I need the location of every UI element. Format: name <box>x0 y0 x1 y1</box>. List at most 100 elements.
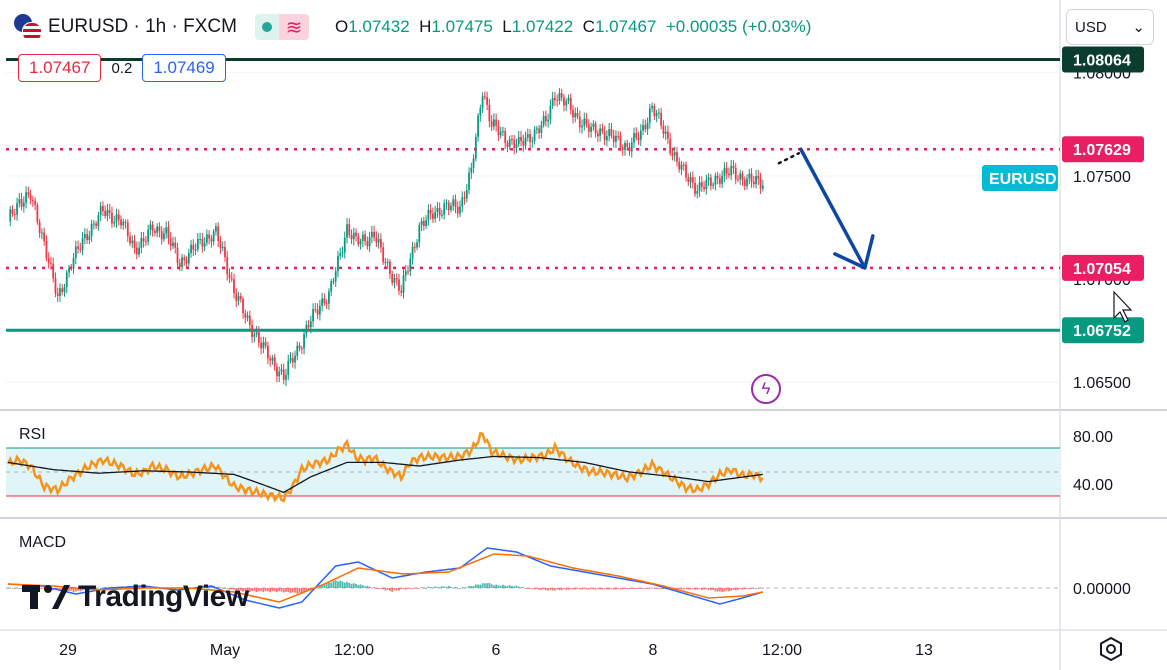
candle-body <box>565 100 568 106</box>
macd-histogram-bar <box>382 588 385 590</box>
macd-histogram-bar <box>438 587 441 589</box>
macd-histogram-bar <box>255 588 258 592</box>
candle-body <box>273 357 276 367</box>
candle-body <box>201 238 204 247</box>
data-updates-icon[interactable]: ≋ <box>278 14 309 40</box>
currency-select[interactable]: USD ⌄ <box>1066 9 1154 45</box>
candle-body <box>208 234 211 239</box>
buy-button[interactable]: 1.07469 <box>142 54 226 82</box>
macd-histogram-bar <box>332 580 335 588</box>
macd-histogram-bar <box>251 588 253 592</box>
macd-histogram-bar <box>228 588 231 590</box>
macd-histogram-bar <box>357 584 360 588</box>
macd-histogram-bar <box>246 588 249 592</box>
macd-histogram-bar <box>479 584 482 588</box>
candle-body <box>556 100 559 102</box>
candle-body <box>167 227 170 239</box>
candle-body <box>181 257 183 267</box>
rsi-line <box>6 431 764 503</box>
macd-histogram-bar <box>739 588 742 589</box>
last-price-tag <box>982 165 1058 191</box>
candle-body <box>108 210 111 213</box>
macd-histogram-bar <box>493 585 495 588</box>
macd-histogram-bar <box>282 588 285 593</box>
time-tick-label: May <box>210 642 240 659</box>
macd-histogram-bar <box>517 586 520 588</box>
horizontal-levels <box>6 57 1060 332</box>
candle-body <box>126 222 129 237</box>
candle-body <box>676 152 678 162</box>
macd-histogram-bar <box>508 585 511 588</box>
macd-histogram-bar <box>425 587 427 589</box>
candle-body <box>431 213 434 219</box>
candle-body <box>174 242 177 248</box>
macd-histogram-bar <box>416 588 418 589</box>
candle-body <box>187 253 190 264</box>
macd-histogram-bar <box>535 588 538 589</box>
macd-histogram-bar <box>583 588 586 589</box>
currency-value: USD <box>1075 18 1107 36</box>
candle-body <box>667 131 669 139</box>
macd-histogram-bar <box>746 588 748 589</box>
rsi-label[interactable]: RSI <box>19 426 46 443</box>
candle-body <box>404 271 407 276</box>
macd-histogram-bar <box>375 588 378 589</box>
lightning-icon[interactable]: ϟ <box>751 374 781 404</box>
macd-histogram-bar <box>230 588 233 590</box>
macd-histogram-bar <box>567 588 570 590</box>
macd-histogram-bar <box>651 587 653 589</box>
candle-body <box>18 199 21 204</box>
macd-histogram-bar <box>468 585 470 588</box>
candle-body <box>538 128 540 133</box>
candle-body <box>95 223 98 226</box>
symbol-title[interactable]: EURUSD · 1h · FXCM <box>48 16 237 37</box>
macd-histogram-bar <box>271 588 274 592</box>
candle-body <box>409 258 412 272</box>
candle-body <box>224 246 226 258</box>
sell-button[interactable]: 1.07467 <box>18 54 102 82</box>
macd-histogram-bar <box>486 583 489 588</box>
macd-pane <box>6 547 1060 609</box>
macd-histogram-bar <box>70 588 73 591</box>
candle-body <box>154 230 156 233</box>
macd-histogram-bar <box>472 586 475 588</box>
macd-histogram-bar <box>461 587 464 589</box>
candle-body <box>547 119 550 122</box>
candle-body <box>481 96 484 108</box>
macd-label[interactable]: MACD <box>19 534 67 551</box>
candle-body <box>520 136 522 141</box>
macd-histogram-bar <box>418 588 421 589</box>
candle-body <box>111 212 113 224</box>
candle-body <box>407 271 409 273</box>
projection-arrow <box>777 147 875 270</box>
candle-body <box>438 207 441 216</box>
macd-histogram-bar <box>653 588 656 589</box>
macd-histogram-bar <box>531 588 534 589</box>
candle-body <box>504 130 507 143</box>
status-badges[interactable]: ≋ <box>254 14 309 40</box>
macd-histogram-bar <box>682 588 685 590</box>
market-open-icon[interactable] <box>254 14 279 40</box>
candle-body <box>719 178 721 184</box>
candle-body <box>542 116 545 125</box>
candle-body <box>38 222 41 233</box>
candle-body <box>239 296 242 299</box>
candle-body <box>257 332 260 343</box>
candle-body <box>581 125 583 128</box>
macd-histogram-bar <box>694 588 696 590</box>
macd-histogram-bar <box>368 586 371 588</box>
candle-body <box>124 221 127 223</box>
candle-body <box>599 128 602 137</box>
settings-icon[interactable] <box>1098 636 1124 662</box>
candle-body <box>664 131 667 134</box>
candle-body <box>596 133 599 137</box>
macd-histogram-bar <box>289 588 292 594</box>
candle-body <box>567 97 570 101</box>
price-tags: 1.08064 1.07629 1.07054 1.06752 EURUSD <box>982 46 1144 344</box>
candle-body <box>120 219 122 226</box>
candle-body <box>739 173 742 180</box>
time-tick-label: 6 <box>492 642 501 659</box>
macd-histogram-bar <box>655 588 658 589</box>
candle-body <box>741 173 744 180</box>
